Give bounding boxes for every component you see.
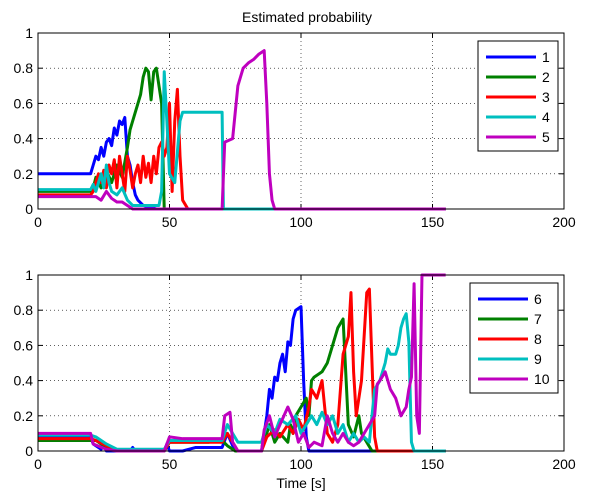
- legend-label-9: 9: [534, 351, 542, 367]
- series-lines: [38, 49, 446, 211]
- y-tick-label: 0.4: [14, 131, 34, 147]
- axes-box: [37, 32, 565, 210]
- y-tick-label: 0.6: [14, 337, 34, 353]
- axes-box: [37, 274, 565, 452]
- legend-label-6: 6: [534, 291, 542, 307]
- series-line-9: [38, 312, 446, 453]
- y-tick-label: 0.2: [14, 166, 34, 182]
- y-tick-label: 0: [25, 443, 33, 459]
- legend-label-4: 4: [542, 109, 550, 125]
- legend: 1 2 3 4 5: [477, 40, 559, 152]
- series-line-10: [38, 273, 446, 453]
- legend-label-10: 10: [534, 371, 550, 387]
- x-tick-label: 200: [552, 214, 576, 230]
- legend-label-8: 8: [534, 331, 542, 347]
- legend-label-3: 3: [542, 89, 550, 105]
- y-tick-label: 0.8: [14, 60, 34, 76]
- legend-label-5: 5: [542, 129, 550, 145]
- x-tick-label: 100: [289, 214, 313, 230]
- y-tick-label: 0.4: [14, 373, 34, 389]
- x-tick-label: 150: [421, 456, 445, 472]
- series-line-4: [38, 70, 446, 211]
- series-line-2: [38, 66, 446, 211]
- legend: 6 7 8 9 10: [469, 282, 559, 394]
- y-tick-label: 0.8: [14, 302, 34, 318]
- y-tick-label: 0.2: [14, 408, 34, 424]
- y-tick-label: 1: [25, 267, 33, 283]
- series-line-5: [38, 49, 446, 211]
- x-tick-label: 200: [552, 456, 576, 472]
- series-line-8: [38, 287, 446, 453]
- x-tick-label: 50: [162, 456, 178, 472]
- series-line-1: [38, 115, 446, 211]
- grid: [38, 275, 564, 451]
- y-tick-label: 0.6: [14, 95, 34, 111]
- y-tick-label: 0: [25, 201, 33, 217]
- chart-bottom: 0 50 100 150 200 0 0.2 0.4 0.6 0.8 1 6 7 8 9 10 Time […: [14, 267, 576, 491]
- chart-title: Estimated probability: [242, 9, 372, 25]
- legend-label-2: 2: [542, 69, 550, 85]
- x-tick-label: 150: [421, 214, 445, 230]
- x-tick-label: 0: [34, 456, 42, 472]
- x-tick-label: 0: [34, 214, 42, 230]
- y-tick-label: 1: [25, 25, 33, 41]
- chart-top: Estimated probability 0 50 100 150 200 0 0.2 0.…: [14, 9, 576, 230]
- x-tick-label: 100: [289, 456, 313, 472]
- x-tick-label: 50: [162, 214, 178, 230]
- legend-label-1: 1: [542, 49, 550, 65]
- x-axis-label: Time [s]: [276, 475, 325, 491]
- legend-label-7: 7: [534, 311, 542, 327]
